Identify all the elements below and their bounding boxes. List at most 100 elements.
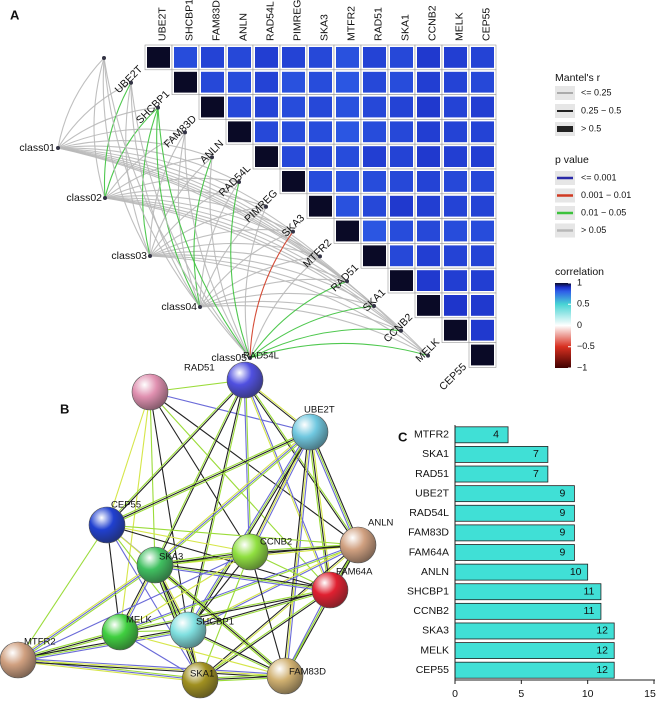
column-label: CCNB2 [426,5,438,41]
y-tick-label: SKA3 [422,625,449,637]
node-label: RAD54L [243,351,279,362]
heatmap-cell [444,146,467,167]
heatmap-cell [471,71,494,93]
heatmap-cell [282,96,305,118]
heatmap-cell [147,47,170,68]
mantel-edge [193,157,213,308]
x-tick-label: 0 [452,688,458,700]
value-label: 7 [533,468,539,480]
heatmap-cell [444,121,467,143]
heatmap-cell [390,146,413,167]
network-edge [106,391,151,526]
diagonal-label: CEP55 [437,361,469,393]
panel-label: C [398,429,408,444]
network-node [226,361,264,399]
heatmap-cell [390,71,413,93]
bar [454,524,575,542]
node-label: RAD51 [184,363,215,374]
network-edge [187,431,311,631]
gene-node [291,229,295,234]
network-edge [199,543,358,680]
network-edge [200,545,359,682]
network-node [339,526,377,564]
heatmap-cell [336,96,359,118]
mantel-edge [149,242,321,257]
legend-title: Mantel's r [555,72,601,84]
network-edge [199,551,251,681]
gene-node [102,56,106,60]
network-edge [119,588,330,632]
network-node [291,413,329,451]
mantel-edge [104,177,240,199]
colorbar-label: 0 [577,320,582,330]
network-edge [153,430,310,565]
mantel-edge [149,229,294,257]
mantel-edge [104,197,321,257]
mantel-edge [103,57,201,308]
colorbar-label: 0.5 [577,299,590,309]
heatmap-cell [363,71,386,93]
mantel-edge [177,132,201,308]
column-label: RAD51 [372,7,384,41]
class-node [56,146,60,150]
y-tick-label: FAM83D [408,527,449,539]
network-edge [188,545,359,632]
mantel-edge [249,280,348,359]
mantel-edge [199,181,240,308]
heatmap-cell [417,245,440,267]
heatmap-cell [228,96,251,118]
legend-label: <= 0.001 [581,172,617,182]
heatmap-cell [336,146,359,167]
gene-node [345,279,349,284]
mantel-edge [157,107,251,359]
node-label: FAM83D [289,667,326,678]
heatmap-cell [363,245,386,267]
network-edge [17,659,286,677]
y-tick-label: SHCBP1 [407,586,449,598]
network-edge [309,431,331,591]
y-tick-label: ANLN [421,566,449,578]
heatmap-cell [444,220,467,242]
heatmap-cell [471,146,494,167]
network-edge [17,661,200,683]
heatmap-cell [174,71,197,93]
column-label: MTFR2 [345,6,357,41]
column-label: SHCBP1 [183,0,195,41]
network-edge [17,661,285,679]
bar [454,544,575,561]
heatmap-cell [309,146,332,167]
bar [454,485,575,503]
network-edge [149,391,331,591]
colorbar-label: −1 [577,362,587,372]
heatmap-cell [417,146,440,167]
network-edge [243,380,358,546]
heatmap-cell [444,71,467,93]
heatmap-cell [444,245,467,267]
y-tick-label: CEP55 [416,664,449,676]
gene-node [264,204,268,209]
mantel-edge [130,82,251,359]
heatmap-cell [228,121,251,143]
heatmap-cell [471,319,494,341]
network-edge [282,431,309,676]
mantel-edge [249,255,321,359]
heatmap-cell [228,47,251,68]
colorbar-label: −0.5 [577,341,595,351]
column-label: PIMREG [291,0,303,41]
network-edge [153,379,245,565]
legend-title: p value [555,154,589,166]
mantel-edge [57,57,105,149]
heatmap-cell [201,71,224,93]
node-label: SKA1 [190,669,214,680]
mantel-edge [93,57,106,199]
heatmap-cell [390,121,413,143]
mantel-edge [104,189,267,208]
gene-node [183,130,187,135]
heatmap-cell [309,47,332,68]
mantel-edge [184,132,251,359]
heatmap-cell [390,195,413,217]
heatmap-cell [282,146,305,167]
gene-node [426,353,430,358]
heatmap-cell [390,270,413,291]
class-node [103,196,107,200]
